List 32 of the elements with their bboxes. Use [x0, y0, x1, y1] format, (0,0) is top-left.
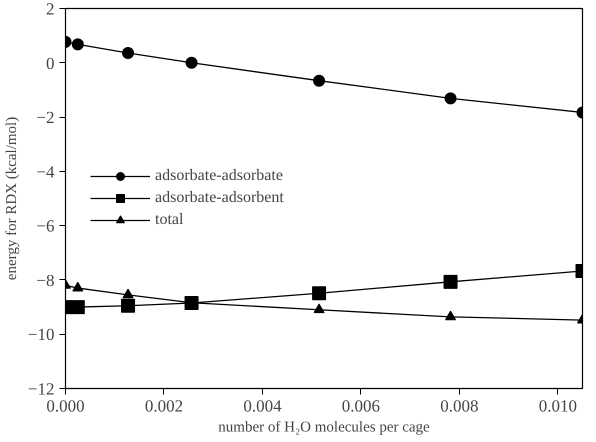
y-tick-label: −8 — [36, 270, 55, 290]
point — [312, 286, 326, 300]
point — [72, 282, 84, 292]
point — [314, 304, 325, 314]
x-tick-label: 0.008 — [440, 396, 479, 416]
y-tick-label: −6 — [36, 216, 55, 236]
point — [72, 38, 84, 50]
point — [445, 310, 456, 320]
legend-label: adsorbate-adsorbate — [155, 167, 283, 185]
x-tick-label: 0.010 — [538, 396, 578, 416]
y-tick-label: −10 — [28, 325, 55, 344]
legend-label: total — [155, 211, 184, 229]
point — [70, 300, 85, 314]
x-tick-label: 0.000 — [46, 396, 85, 416]
legend-label: adsorbate-adsorbent — [155, 189, 284, 207]
y-tick-label: −2 — [36, 108, 55, 128]
point — [121, 298, 136, 313]
y-tick-label: −12 — [28, 380, 55, 398]
x-tick-label: 0.006 — [342, 396, 380, 416]
point — [313, 74, 326, 87]
y-axis-title: energy for RDX (kcal/mol) — [4, 116, 20, 280]
x-tick-label: 0.002 — [144, 396, 184, 416]
x-axis-title: number of H₂O molecules per cage — [218, 420, 430, 436]
point — [122, 288, 134, 298]
y-tick-label: −4 — [36, 162, 55, 182]
y-tick-label: 0 — [46, 54, 54, 73]
point — [444, 274, 458, 289]
y-tick-label: 2 — [46, 0, 54, 18]
point — [444, 92, 457, 104]
point — [122, 47, 134, 60]
point — [186, 56, 198, 69]
x-tick-label: 0.004 — [243, 396, 282, 416]
